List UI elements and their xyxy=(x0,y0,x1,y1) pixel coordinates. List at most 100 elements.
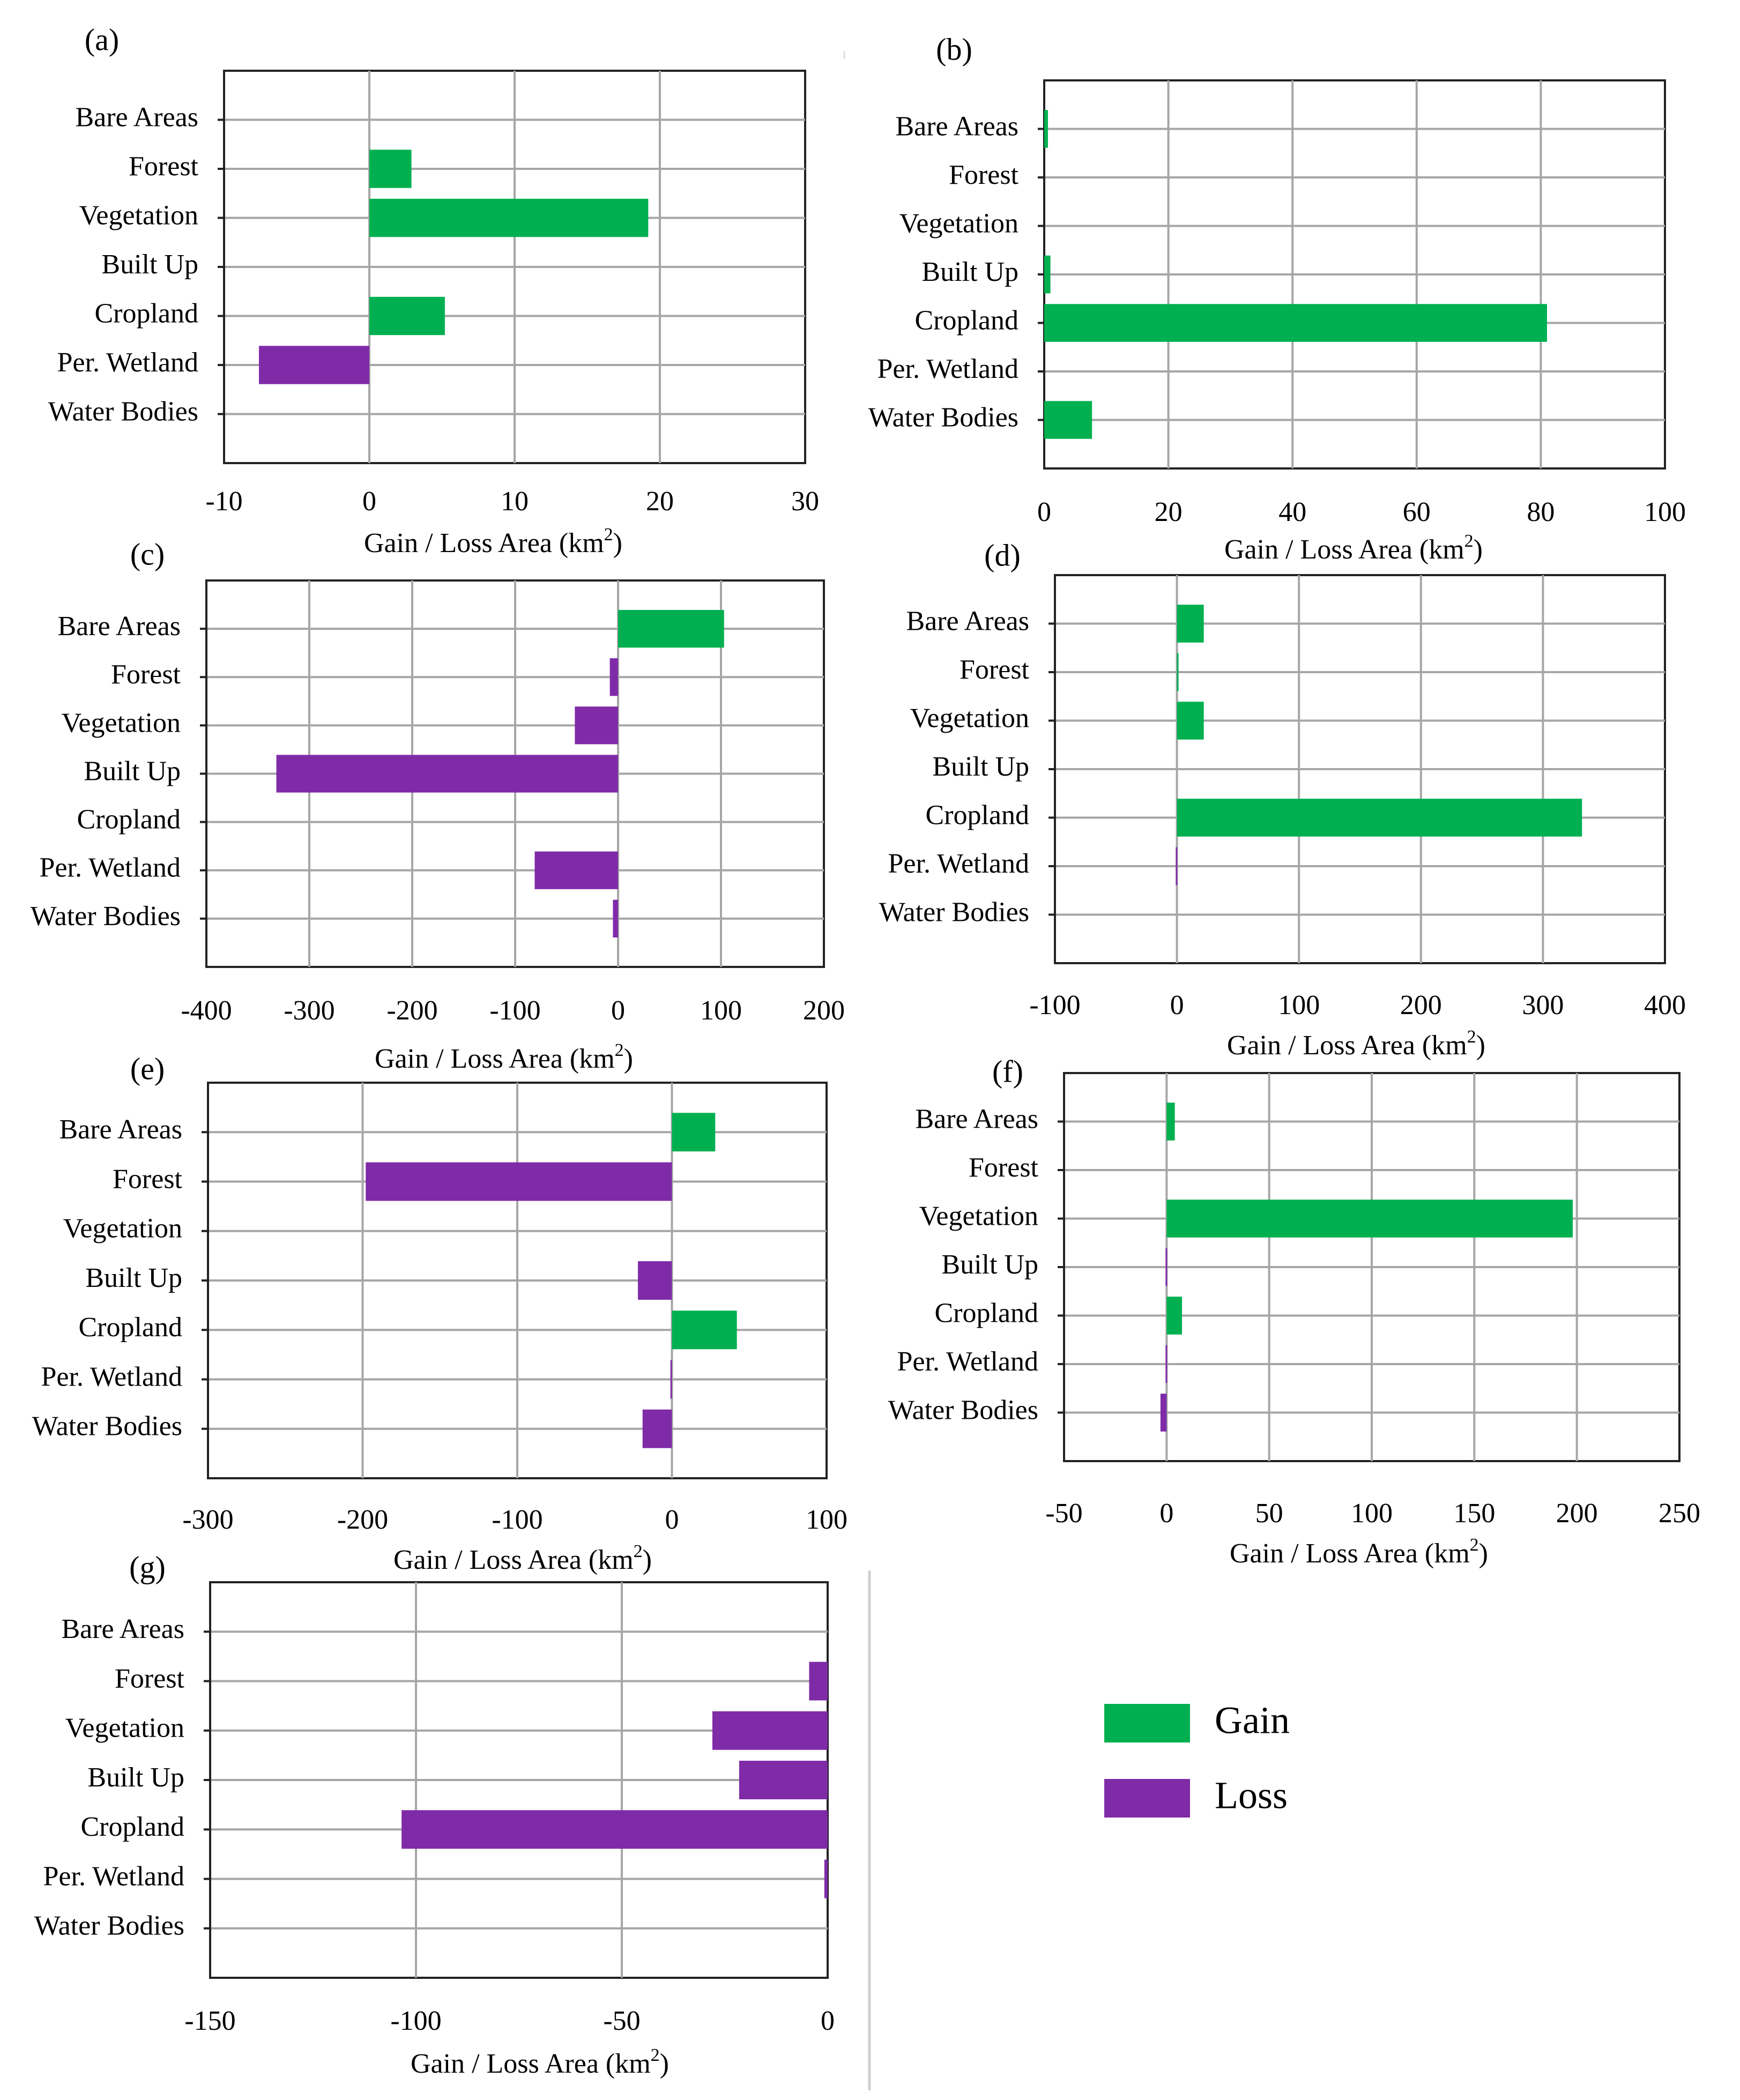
category-label: Built Up xyxy=(84,756,181,786)
category-label: Bare Areas xyxy=(906,606,1029,636)
category-label: Forest xyxy=(115,1663,185,1694)
category-label: Cropland xyxy=(80,1812,184,1842)
category-label: Vegetation xyxy=(62,708,181,738)
category-label: Built Up xyxy=(932,751,1029,782)
x-axis-title: Gain / Loss Area (km2) xyxy=(411,2045,669,2079)
x-tick-label: 200 xyxy=(1400,990,1442,1021)
loss-bar xyxy=(401,1810,828,1849)
x-tick-label: -50 xyxy=(1045,1498,1082,1529)
gain-bar xyxy=(1166,1297,1183,1335)
loss-bar xyxy=(609,658,618,696)
x-tick-label: -10 xyxy=(205,486,242,517)
gain-bar xyxy=(1044,304,1547,342)
category-label: Per. Wetland xyxy=(888,848,1029,879)
gain-bar xyxy=(369,150,412,188)
x-tick-label: -300 xyxy=(284,995,334,1026)
category-label: Built Up xyxy=(87,1762,184,1793)
x-tick-label: 200 xyxy=(1556,1498,1598,1529)
x-tick-label: -100 xyxy=(390,2006,441,2036)
chart-panel: (g) Bare Areas Forest Vegetation Built Up Cro… xyxy=(34,1550,835,2079)
category-label: Built Up xyxy=(921,257,1018,287)
category-label: Cropland xyxy=(934,1298,1038,1328)
loss-bar xyxy=(1165,1345,1168,1383)
x-tick-label: -50 xyxy=(603,2006,640,2036)
loss-bar xyxy=(809,1662,828,1701)
x-tick-label: -200 xyxy=(386,995,437,1026)
panel-label: (a) xyxy=(85,22,119,57)
category-label: Vegetation xyxy=(919,1201,1038,1231)
loss-bar xyxy=(366,1162,672,1201)
gain-bar xyxy=(1177,653,1179,691)
x-tick-label: 0 xyxy=(1159,1498,1173,1529)
category-label: Cropland xyxy=(78,1312,182,1343)
legend-gain-label: Gain xyxy=(1215,1699,1290,1742)
x-tick-label: 50 xyxy=(1255,1498,1283,1529)
x-tick-label: 20 xyxy=(1155,497,1183,527)
loss-bar xyxy=(276,755,618,793)
x-tick-label: 100 xyxy=(700,995,742,1026)
category-label: Bare Areas xyxy=(915,1104,1038,1134)
chart-panel: (a) Bare Areas Forest Vegetation Built Up Cro… xyxy=(48,22,819,558)
chart-panel: (b) Bare Areas Forest Vegetation Built Up Cro… xyxy=(868,32,1686,565)
gain-bar xyxy=(1044,255,1051,294)
loss-bar xyxy=(575,706,618,744)
x-tick-label: 100 xyxy=(1351,1498,1393,1529)
x-tick-label: 0 xyxy=(611,995,625,1026)
x-tick-label: 0 xyxy=(665,1505,679,1535)
category-label: Bare Areas xyxy=(57,611,181,642)
panel-label: (b) xyxy=(936,32,972,66)
loss-bar xyxy=(1176,847,1178,885)
x-axis-title: Gain / Loss Area (km2) xyxy=(364,525,622,558)
x-tick-label: 0 xyxy=(1170,990,1184,1021)
category-label: Cropland xyxy=(77,805,181,835)
category-label: Bare Areas xyxy=(59,1114,182,1145)
category-label: Bare Areas xyxy=(75,102,198,132)
category-label: Water Bodies xyxy=(888,1395,1038,1425)
panel-label: (d) xyxy=(984,538,1021,572)
loss-bar xyxy=(259,346,369,384)
gain-bar xyxy=(1166,1200,1573,1238)
category-label: Forest xyxy=(960,654,1030,685)
chart-panels: (a) Bare Areas Forest Vegetation Built Up Cro… xyxy=(31,22,1700,2079)
panel-label: (e) xyxy=(130,1051,165,1086)
x-tick-label: -200 xyxy=(337,1505,388,1535)
category-label: Forest xyxy=(969,1152,1039,1183)
gain-bar xyxy=(1177,605,1204,643)
loss-bar xyxy=(1160,1394,1167,1432)
x-tick-label: 10 xyxy=(501,486,529,517)
x-tick-label: -150 xyxy=(184,2006,235,2036)
loss-bar xyxy=(642,1409,672,1448)
x-tick-label: -100 xyxy=(1029,990,1080,1021)
category-label: Water Bodies xyxy=(879,897,1029,927)
x-tick-label: 150 xyxy=(1453,1498,1495,1529)
category-label: Built Up xyxy=(85,1263,182,1293)
x-tick-label: 300 xyxy=(1522,990,1564,1021)
x-tick-label: 400 xyxy=(1644,990,1686,1021)
category-label: Cropland xyxy=(94,298,198,329)
x-tick-label: 100 xyxy=(1644,497,1686,527)
panel-label: (g) xyxy=(129,1550,166,1584)
category-label: Vegetation xyxy=(899,208,1018,239)
category-label: Water Bodies xyxy=(34,1911,184,1941)
loss-bar xyxy=(534,851,618,889)
x-tick-label: 200 xyxy=(803,995,845,1026)
x-tick-label: 0 xyxy=(1037,497,1051,527)
x-tick-label: -300 xyxy=(182,1505,233,1535)
category-label: Forest xyxy=(949,160,1019,190)
legend-gain-swatch xyxy=(1104,1704,1190,1742)
gain-bar xyxy=(672,1113,716,1152)
x-axis-title: Gain / Loss Area (km2) xyxy=(375,1040,633,1074)
category-label: Forest xyxy=(113,1164,183,1194)
category-label: Bare Areas xyxy=(895,111,1018,142)
category-label: Per. Wetland xyxy=(43,1861,184,1892)
category-label: Cropland xyxy=(914,305,1018,336)
category-label: Bare Areas xyxy=(61,1614,184,1644)
x-tick-label: -100 xyxy=(492,1505,542,1535)
x-tick-label: 80 xyxy=(1527,497,1555,527)
panel-label: (f) xyxy=(992,1054,1023,1089)
gain-bar xyxy=(672,1310,737,1350)
category-label: Water Bodies xyxy=(868,402,1018,433)
x-tick-label: 60 xyxy=(1403,497,1431,527)
gain-bar xyxy=(1166,1103,1175,1141)
gain-bar xyxy=(369,296,445,336)
